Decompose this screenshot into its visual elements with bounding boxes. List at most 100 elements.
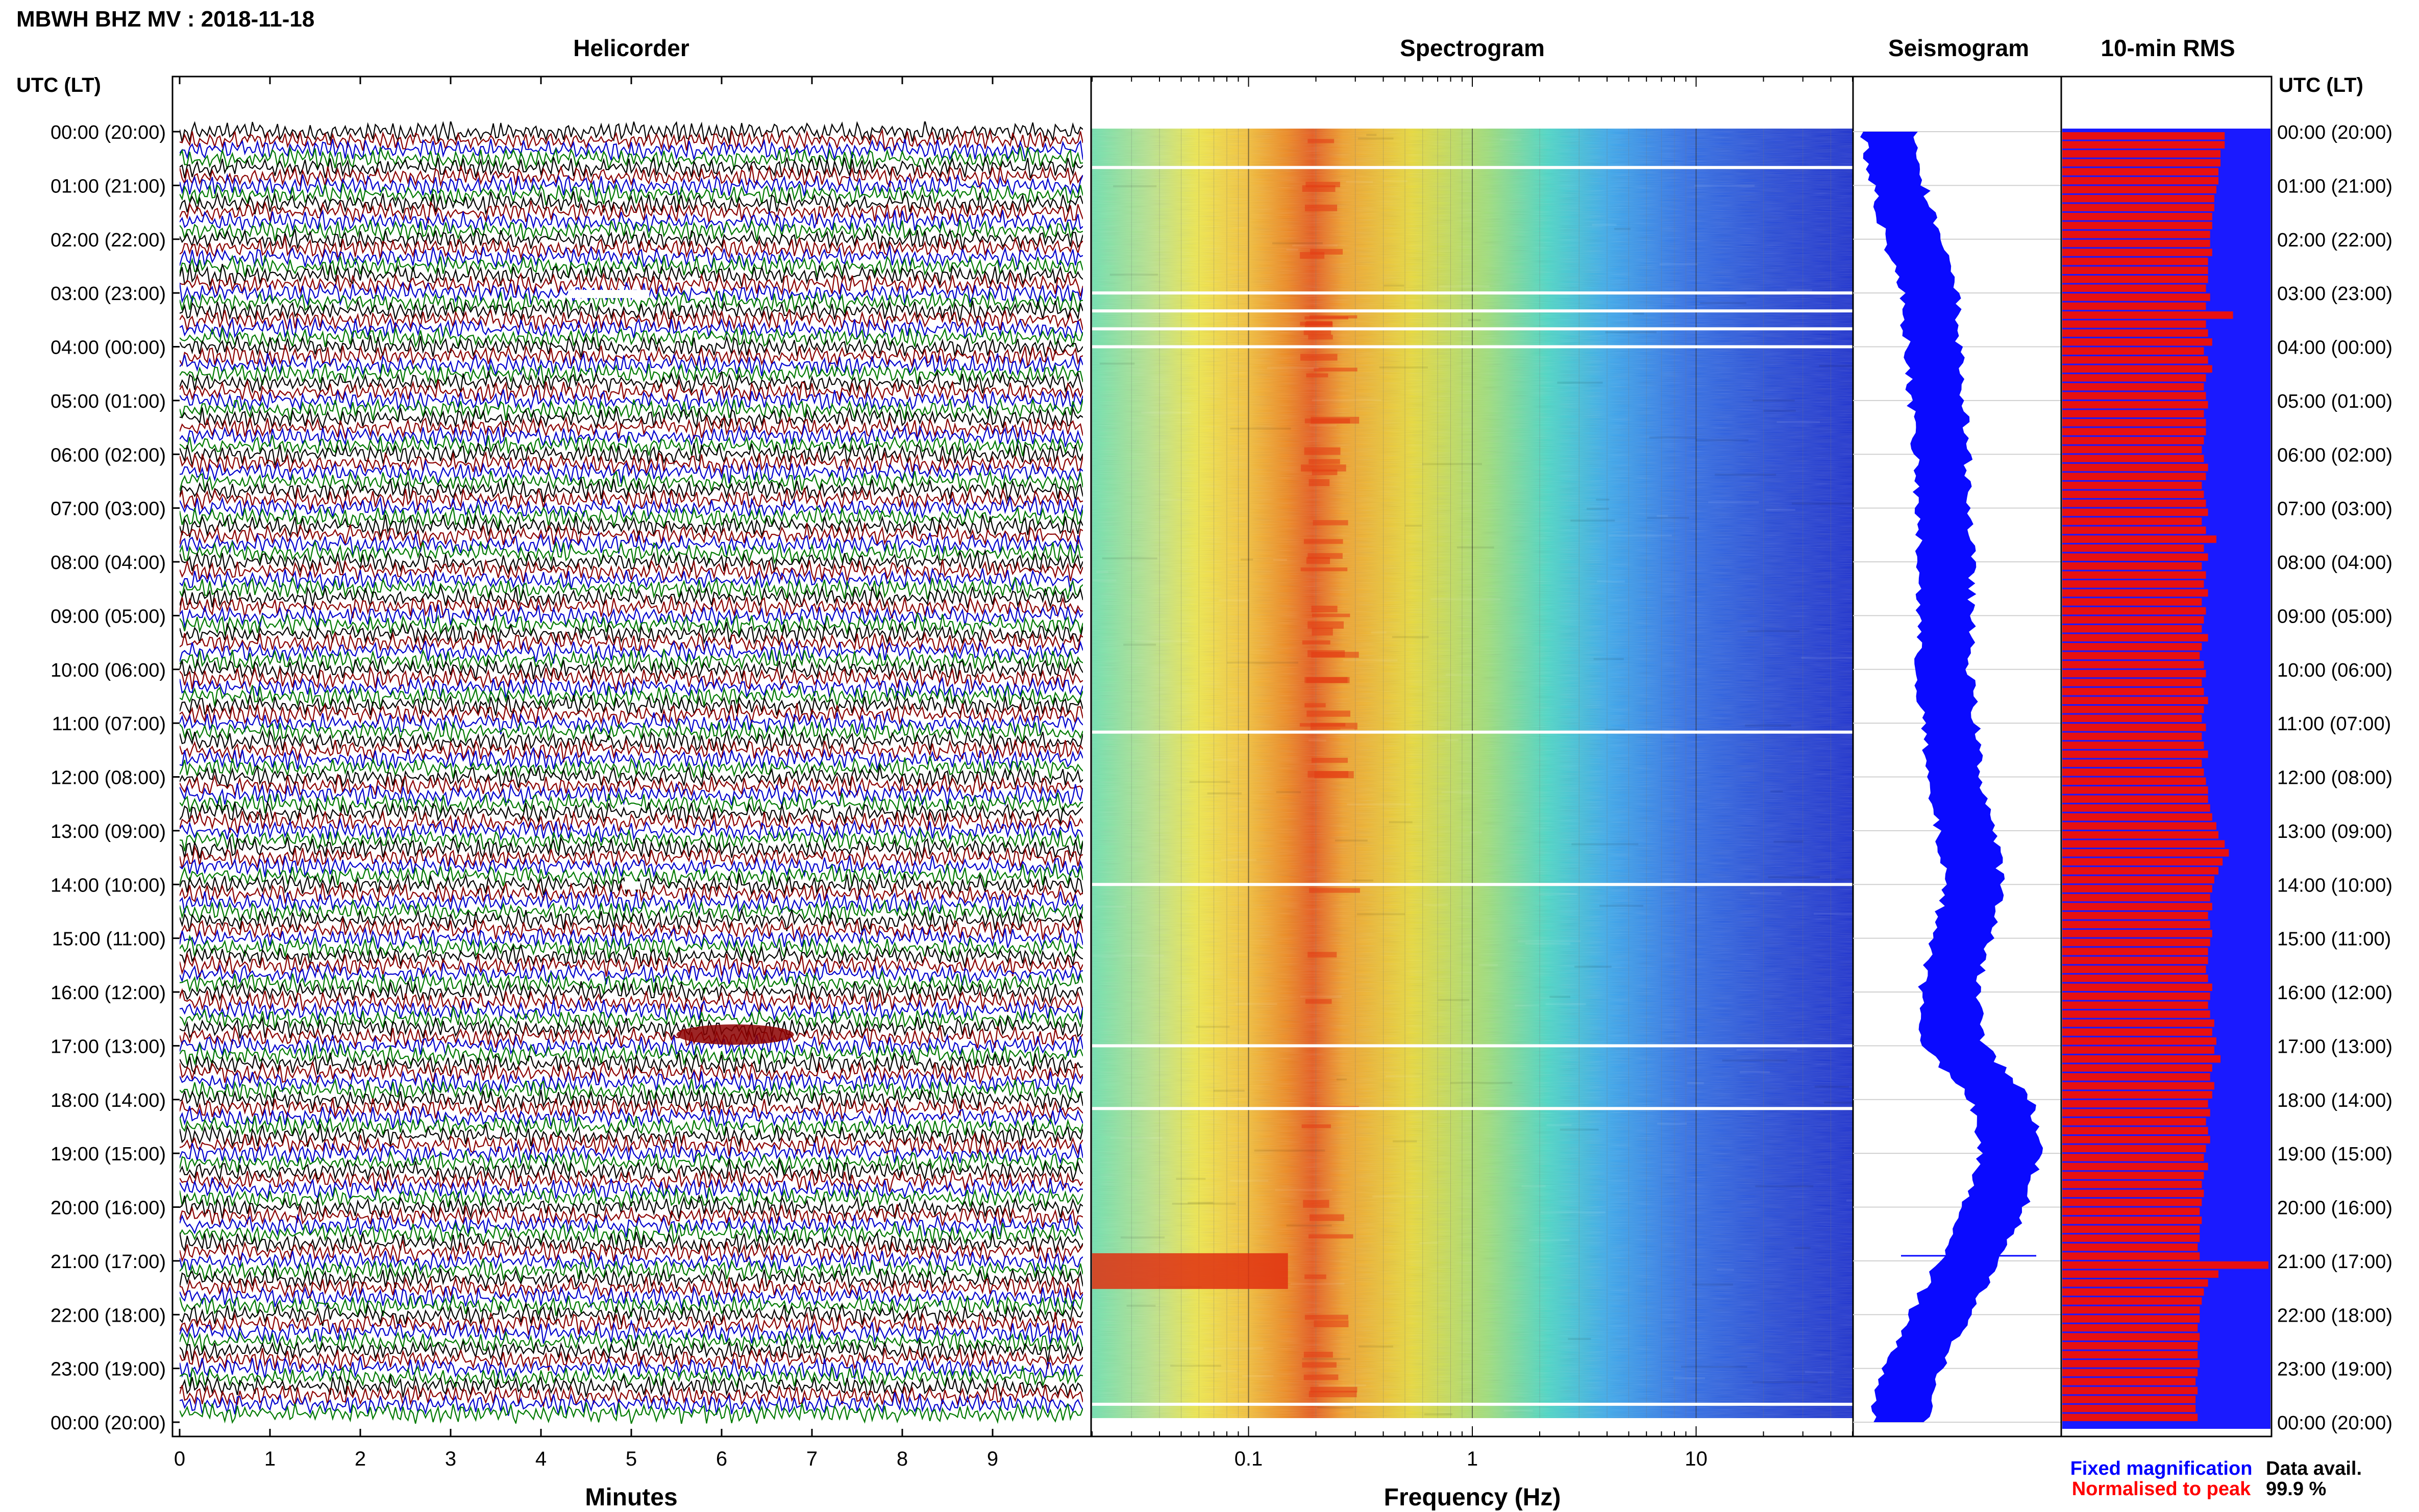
spectrogram-peak-streak	[1310, 1386, 1357, 1393]
spectrogram-gap	[1092, 166, 1853, 169]
helicorder-trace	[180, 782, 1083, 807]
spectrogram-streak	[1170, 1365, 1221, 1367]
spectrogram-streak	[1424, 1413, 1452, 1416]
spectrogram-x-label: Frequency (Hz)	[1384, 1484, 1561, 1511]
spectrogram-streak	[1708, 501, 1759, 504]
rms-bar	[2062, 526, 2206, 534]
helicorder-trace	[180, 836, 1083, 860]
helicorder-trace	[180, 881, 1083, 905]
rms-bar	[2062, 1234, 2200, 1242]
spectrogram-streak	[1801, 657, 1869, 659]
helicorder-trace	[180, 1374, 1083, 1398]
rms-title: 10-min RMS	[2101, 35, 2235, 61]
helicorder-trace	[180, 487, 1083, 511]
spectrogram-streak	[1102, 557, 1157, 560]
helicorder-trace	[180, 1329, 1083, 1354]
rms-bar	[2062, 365, 2212, 373]
hour-label-left: 10:00 (06:00)	[51, 660, 166, 681]
rms-bar	[2062, 311, 2233, 319]
spectrogram-streak	[1404, 524, 1422, 527]
rms-bar	[2062, 347, 2204, 355]
rms-bar	[2062, 383, 2204, 391]
spectrogram-streak	[1357, 137, 1394, 140]
rms-bar	[2062, 239, 2210, 247]
rms-bar	[2062, 1064, 2212, 1072]
rms-bar	[2062, 1180, 2202, 1188]
helicorder-trace	[180, 665, 1083, 692]
spectrogram-streak	[1450, 1082, 1513, 1084]
spectrogram-streak	[1095, 905, 1126, 908]
helicorder-trace	[180, 961, 1083, 986]
spectrogram-streak	[1272, 242, 1323, 244]
spectrogram-streak	[1755, 1185, 1814, 1187]
rms-bar	[2062, 1270, 2218, 1278]
helicorder-trace	[180, 684, 1083, 708]
data-availability-value: 99.9 %	[2266, 1478, 2326, 1500]
spectrogram-streak	[1213, 1089, 1245, 1092]
spectrogram-streak	[1540, 1211, 1606, 1213]
rms-bar	[2062, 1189, 2204, 1197]
rms-bar	[2062, 500, 2206, 507]
spectrogram-peak-streak	[1309, 479, 1330, 486]
hour-label-right: 16:00 (12:00)	[2277, 982, 2392, 1004]
spectrogram-streak	[1439, 285, 1490, 288]
spectrogram-streak	[1276, 791, 1301, 794]
seismogram-envelope	[1860, 132, 2043, 1422]
spectrogram-streak	[1657, 1122, 1687, 1125]
helicorder-trace	[180, 272, 1083, 296]
spectrogram-peak-streak	[1303, 1374, 1339, 1380]
helicorder-trace	[180, 191, 1083, 215]
spectrogram-streak	[1814, 1085, 1849, 1088]
rms-bar	[2062, 1136, 2210, 1144]
helicorder-trace	[180, 622, 1083, 646]
x-tick-label: 4	[535, 1448, 547, 1470]
spectrogram-peak-streak	[1311, 757, 1348, 763]
helicorder-trace	[180, 611, 1083, 636]
spectrogram-event	[1092, 1253, 1288, 1289]
spectrogram-gap	[1092, 309, 1853, 313]
spectrogram-streak	[1273, 559, 1287, 561]
rms-bar	[2062, 177, 2218, 185]
rms-bar	[2062, 1217, 2202, 1224]
spectrogram-streak	[1123, 643, 1156, 646]
spectrogram-streak	[1340, 728, 1354, 731]
spectrogram-streak	[1776, 421, 1820, 424]
rms-bar	[2062, 392, 2206, 400]
spectrogram-streak	[1596, 499, 1610, 501]
helicorder-traces	[180, 121, 1083, 1424]
helicorder-trace	[180, 694, 1083, 716]
rms-bar	[2062, 1243, 2198, 1251]
rms-bar	[2062, 1145, 2206, 1153]
rms-bar	[2062, 831, 2218, 839]
rms-bar	[2062, 849, 2229, 857]
hour-label-right: 05:00 (01:00)	[2277, 391, 2392, 412]
hour-label-left: 04:00 (00:00)	[51, 337, 166, 359]
hour-label-left: 01:00 (21:00)	[51, 176, 166, 197]
rms-bar	[2062, 508, 2208, 516]
rms-bar	[2062, 894, 2210, 902]
helicorder-trace	[180, 756, 1083, 779]
rms-bar	[2062, 553, 2208, 561]
helicorder-trace	[180, 549, 1083, 575]
spectrogram-streak	[1592, 224, 1617, 226]
helicorder-trace	[180, 1275, 1083, 1301]
helicorder-trace	[180, 1338, 1083, 1363]
hour-label-right: 23:00 (19:00)	[2277, 1359, 2392, 1380]
helicorder-trace	[180, 1258, 1083, 1283]
rms-bar	[2062, 445, 2202, 454]
rms-bar	[2062, 481, 2202, 489]
rms-bar	[2062, 473, 2206, 480]
helicorder-trace	[180, 1177, 1083, 1201]
spectrogram-streak	[1614, 228, 1631, 230]
spectrogram-streak	[1770, 790, 1783, 793]
helicorder-trace	[180, 918, 1083, 941]
frequency-tick-label: 10	[1685, 1448, 1708, 1470]
rms-bar	[2062, 1342, 2198, 1350]
spectrogram-streak	[1221, 859, 1256, 861]
rms-bar	[2062, 1082, 2214, 1090]
helicorder-gridlines	[172, 131, 180, 1423]
spectrogram-streak	[1196, 1026, 1230, 1028]
spectrogram-streak	[1203, 1347, 1264, 1350]
hour-label-right: 12:00 (08:00)	[2277, 767, 2392, 789]
spectrogram-streak	[1393, 1140, 1417, 1143]
